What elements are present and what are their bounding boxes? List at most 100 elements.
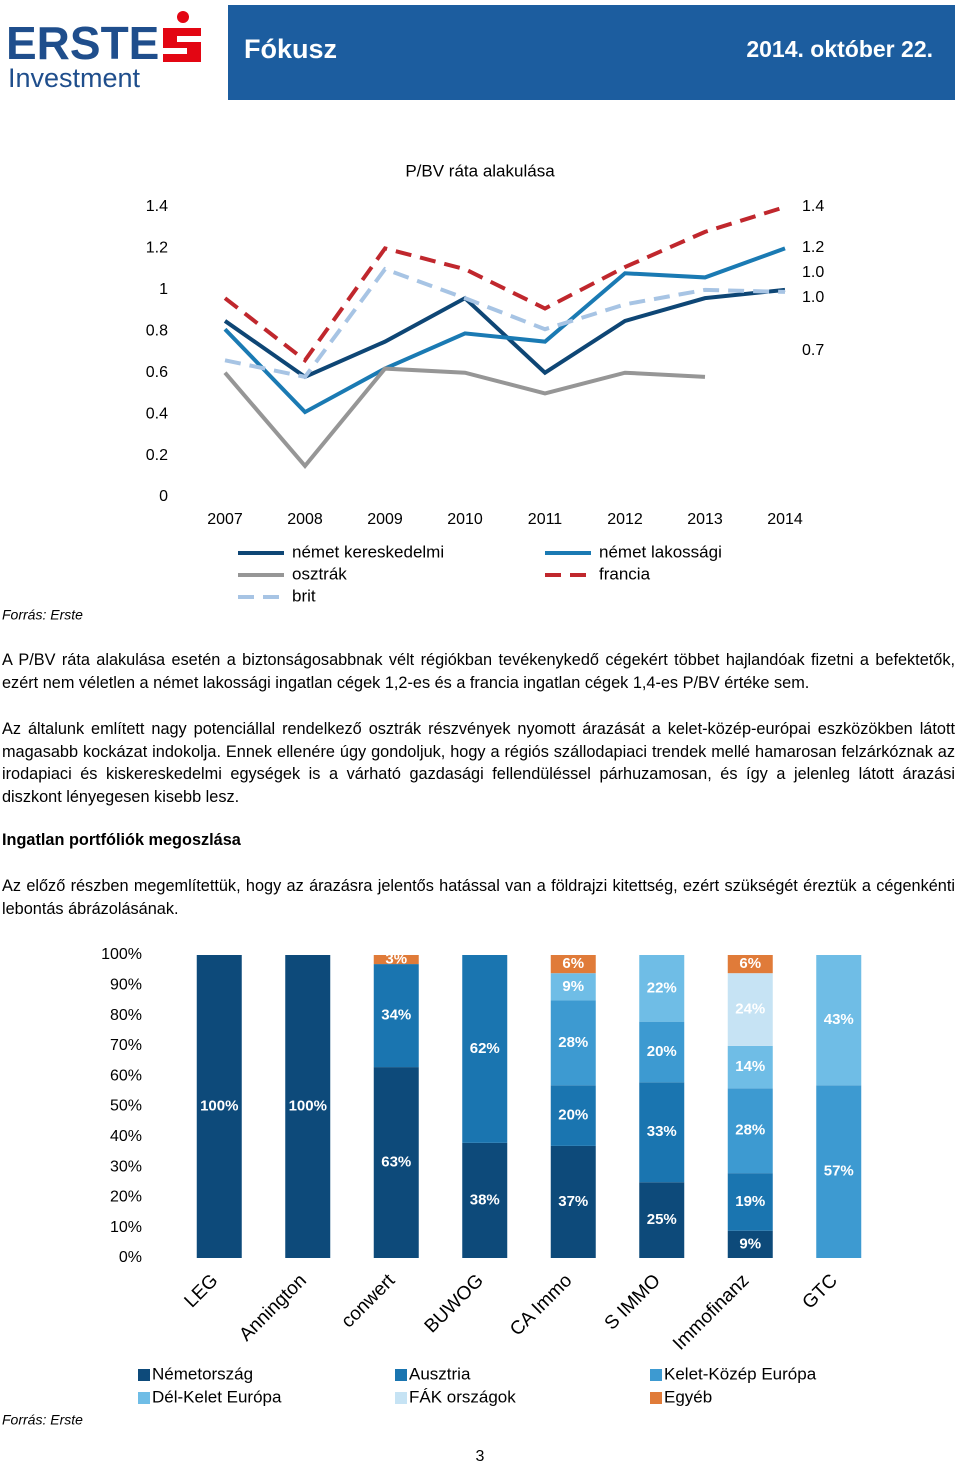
value-label: 14% xyxy=(735,1058,765,1075)
y-tick-label: 90% xyxy=(110,977,142,994)
x-tick-label: S IMMO xyxy=(601,1270,665,1334)
value-label: 100% xyxy=(200,1097,238,1114)
value-label: 57% xyxy=(824,1163,854,1180)
value-label: 34% xyxy=(381,1007,411,1024)
value-label: 9% xyxy=(739,1235,761,1252)
y-tick-label: 10% xyxy=(110,1219,142,1236)
value-label: 28% xyxy=(735,1122,765,1139)
bar-segment xyxy=(550,1085,596,1146)
bar-segment xyxy=(727,955,773,974)
legend-swatch xyxy=(650,1392,662,1404)
bar-segment xyxy=(639,1182,685,1258)
y-tick-label: 0.2 xyxy=(146,447,168,464)
x-tick-label: 2013 xyxy=(687,511,723,528)
x-tick-label: 2009 xyxy=(367,511,403,528)
y-tick-label: 0% xyxy=(119,1249,142,1266)
legend-label: FÁK országok xyxy=(409,1387,516,1406)
bar-segment xyxy=(639,955,685,1022)
y-tick-label: 50% xyxy=(110,1098,142,1115)
paragraph: Az előző részben megemlítettük, hogy az … xyxy=(2,877,955,918)
bar-segment xyxy=(727,1088,773,1174)
bar-segment xyxy=(639,1021,685,1083)
legend-label: brit xyxy=(292,586,316,605)
value-label: 25% xyxy=(647,1211,677,1228)
series-line xyxy=(223,366,706,470)
value-label: 62% xyxy=(470,1040,500,1057)
bar-segment xyxy=(550,973,596,1001)
x-tick-label: 2010 xyxy=(447,511,483,528)
y-tick-label: 40% xyxy=(110,1128,142,1145)
y-tick-label: 100% xyxy=(101,946,142,963)
bar-segment xyxy=(816,955,862,1086)
legend-label: német kereskedelmi xyxy=(292,542,444,561)
y-tick-label: 80% xyxy=(110,1007,142,1024)
legend-swatch xyxy=(395,1392,407,1404)
logo-symbol xyxy=(163,11,201,62)
value-label: 6% xyxy=(739,955,761,972)
y-tick-label: 1.2 xyxy=(146,240,168,257)
value-label: 22% xyxy=(647,979,677,996)
x-tick-label: Immofinanz xyxy=(669,1270,753,1354)
logo-sub: Investment xyxy=(8,63,141,93)
paragraph: Az általunk említett nagy potenciállal r… xyxy=(2,720,955,807)
bar-segment xyxy=(373,955,419,965)
legend-label: francia xyxy=(599,564,651,583)
value-label: 38% xyxy=(470,1191,500,1208)
source: Forrás: Erste xyxy=(2,607,83,623)
source: Forrás: Erste xyxy=(2,1412,83,1428)
y-tick-label: 70% xyxy=(110,1037,142,1054)
y-tick-label: 0.8 xyxy=(146,323,168,340)
legend-label: Kelet-Közép Európa xyxy=(664,1364,817,1383)
paragraph: A P/BV ráta alakulása esetén a biztonság… xyxy=(2,651,955,692)
legend-label: Dél-Kelet Európa xyxy=(152,1387,282,1406)
end-label: 1.0 xyxy=(802,264,824,281)
y-tick-label: 1.4 xyxy=(146,198,168,215)
bar-segment xyxy=(285,955,331,1258)
bar-segment xyxy=(727,1045,773,1089)
value-label: 43% xyxy=(824,1011,854,1028)
y-tick-label: 1 xyxy=(159,281,168,298)
end-label: 1.2 xyxy=(802,239,824,256)
bar-segment xyxy=(727,1173,773,1231)
x-tick-label: conwert xyxy=(337,1270,399,1332)
series-line xyxy=(224,266,786,380)
y-tick-label: 30% xyxy=(110,1158,142,1175)
value-label: 33% xyxy=(647,1123,677,1140)
value-label: 37% xyxy=(558,1193,588,1210)
series-line xyxy=(223,246,786,415)
bar-segment xyxy=(727,1230,773,1258)
legend-swatch xyxy=(650,1369,662,1381)
x-tick-label: BUWOG xyxy=(421,1270,488,1337)
bar-segment xyxy=(550,1145,596,1258)
value-label: 6% xyxy=(562,955,584,972)
bar-segment xyxy=(727,973,773,1046)
header-title: Fókusz xyxy=(244,34,337,64)
x-tick-label: 2008 xyxy=(287,511,323,528)
section-title: Ingatlan portfóliók megoszlása xyxy=(2,831,241,849)
legend-label: német lakossági xyxy=(599,542,722,561)
page-number: 3 xyxy=(476,1448,485,1465)
y-tick-label: 60% xyxy=(110,1067,142,1084)
x-tick-label: 2011 xyxy=(528,511,563,528)
y-tick-label: 0.6 xyxy=(146,364,168,381)
bar-segment xyxy=(550,955,596,974)
header-date: 2014. október 22. xyxy=(746,36,933,62)
chart-title: P/BV ráta alakulása xyxy=(405,161,555,180)
bar-segment xyxy=(462,1142,508,1258)
bar-segment xyxy=(373,964,419,1068)
x-tick-label: Annington xyxy=(235,1270,310,1345)
x-tick-label: GTC xyxy=(799,1270,842,1313)
logo: ERSTE xyxy=(6,17,159,69)
end-label: 1.4 xyxy=(802,198,824,215)
y-tick-label: 0.4 xyxy=(146,405,168,422)
end-label: 1.0 xyxy=(802,289,824,306)
y-tick-label: 0 xyxy=(159,488,168,505)
bar-segment xyxy=(196,955,242,1258)
legend-swatch xyxy=(138,1369,150,1381)
bar-segment xyxy=(462,955,508,1143)
value-label: 28% xyxy=(558,1034,588,1051)
value-label: 24% xyxy=(735,1001,765,1018)
legend-swatch xyxy=(395,1369,407,1381)
